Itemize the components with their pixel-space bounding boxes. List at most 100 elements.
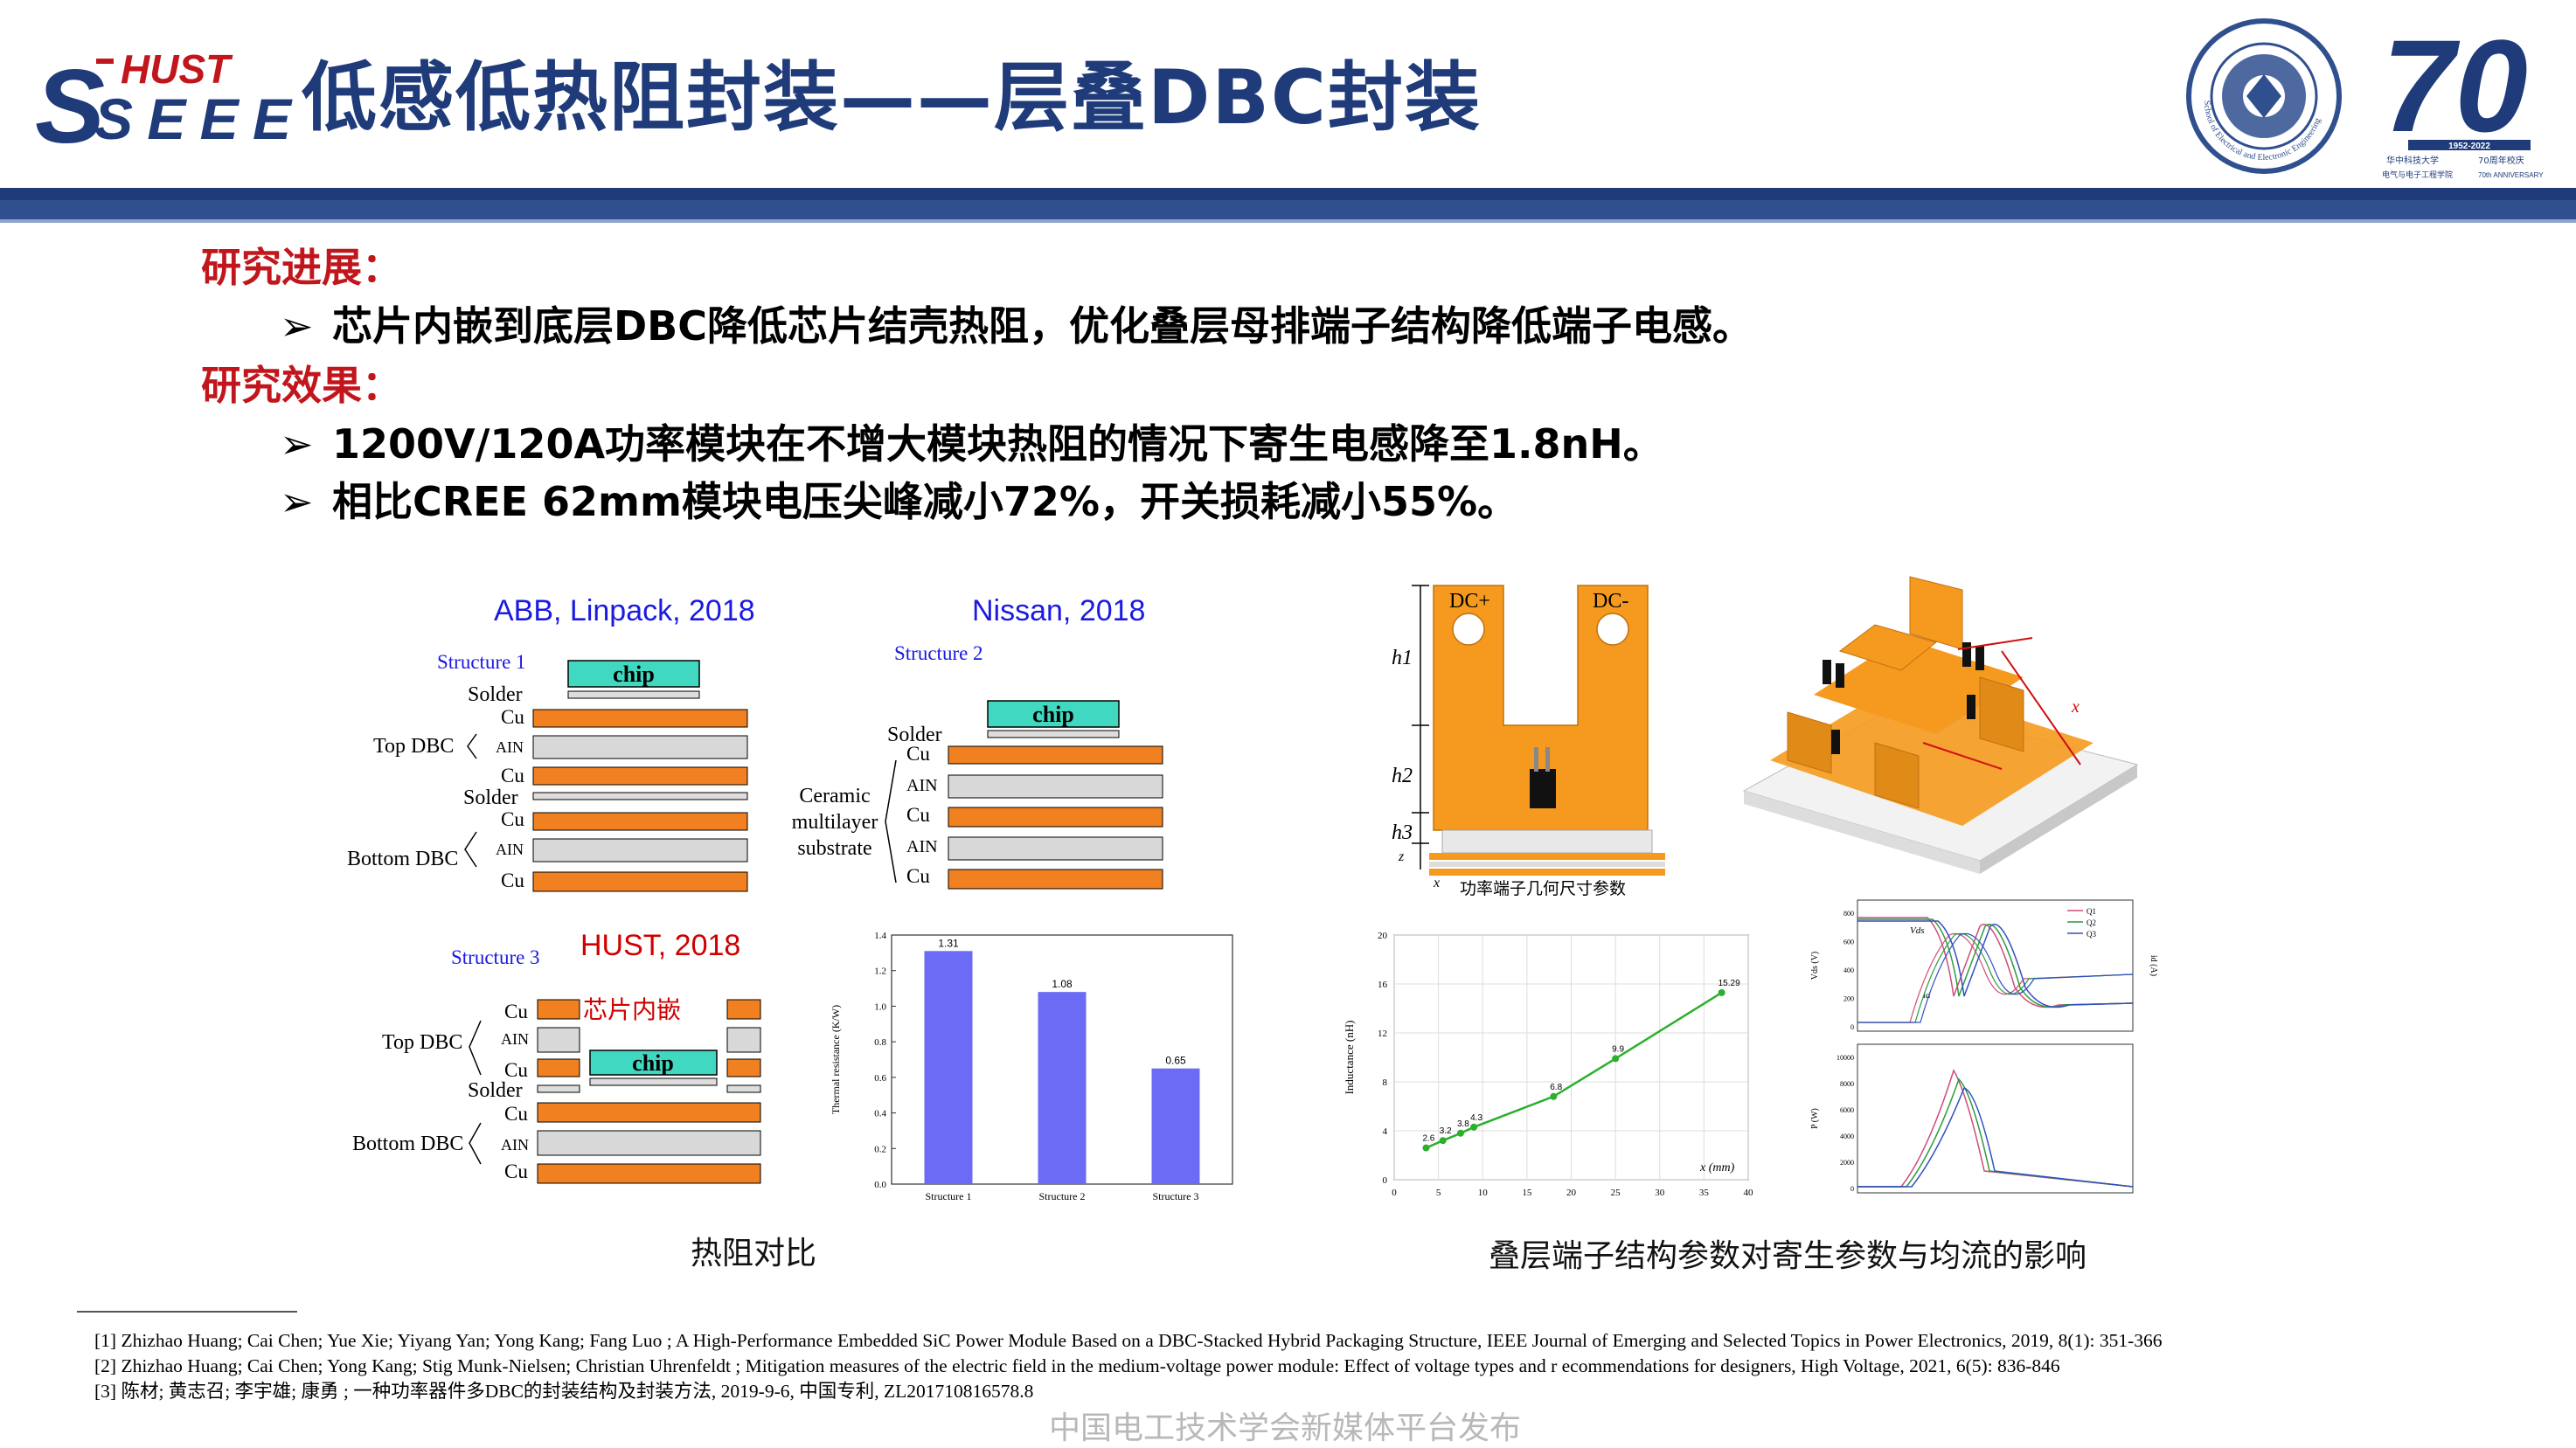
y-tick-label: 4: [1383, 1126, 1388, 1137]
header-band: [0, 188, 2576, 200]
bar-value-label: 1.08: [1052, 978, 1073, 990]
caption-terminal: 叠层端子结构参数对寄生参数与均流的影响: [1489, 1238, 2087, 1274]
svg-text:Solder: Solder: [887, 724, 942, 746]
power-trace: [1857, 1077, 2134, 1188]
y-tick-label: 8: [1383, 1077, 1388, 1088]
y-tick-label: 600: [1843, 939, 1854, 946]
reference-item: [3] 陈材; 黄志召; 李宇雄; 康勇 ; 一种功率器件多DBC的封装结构及封…: [94, 1381, 1034, 1402]
y-tick-label: 0.0: [874, 1180, 886, 1190]
data-point: [1612, 1055, 1620, 1063]
y-tick-label: 1.2: [874, 966, 886, 977]
structure2-diagram: Structure 2 chip Solder Cu AIN Ceramic m…: [792, 642, 1163, 890]
data-label: 3.8: [1457, 1119, 1469, 1129]
bullet-item: ➢ 相比CREE 62mm模块电压尖峰减小72%，开关损耗减小55%。: [280, 478, 1518, 525]
thermal-resistance-chart: 0.0 0.2 0.4 0.6 0.8 1.0 1.2 1.4 Thermal resistan…: [830, 931, 1233, 1202]
data-point: [1439, 1137, 1447, 1145]
anniversary-logo: 70 1952-2022 华中科技大学 70周年校庆 电气与电子工程学院 70t…: [2382, 12, 2557, 184]
header-band: [0, 200, 2576, 219]
terminal-geometry-diagram: DC+ DC- h1 h2 h3 z x 功率端子几何尺寸参数: [1392, 585, 1665, 898]
svg-text:70周年校庆: 70周年校庆: [2478, 155, 2524, 166]
svg-text:芯片内嵌: 芯片内嵌: [583, 995, 681, 1024]
svg-text:S: S: [35, 48, 105, 149]
y-tick-label: 1.0: [874, 1001, 886, 1012]
x-tick-label: 40: [1744, 1188, 1754, 1198]
y-tick-label: 0: [1850, 1185, 1854, 1193]
y-tick-label: 2000: [1840, 1159, 1854, 1167]
svg-text:电气与电子工程学院: 电气与电子工程学院: [2382, 170, 2453, 180]
svg-text:Cu: Cu: [504, 1001, 528, 1022]
legend-label: Q1: [2086, 907, 2096, 916]
y-axis-label: P (W): [1810, 1108, 1820, 1129]
bar: [1038, 992, 1087, 1184]
svg-text:Top DBC: Top DBC: [382, 1031, 462, 1054]
x-tick-label: Structure 3: [1153, 1190, 1199, 1202]
data-point: [1550, 1092, 1558, 1100]
bar-value-label: 0.65: [1165, 1055, 1186, 1067]
y-tick-label: 4000: [1840, 1133, 1854, 1140]
bar-value-label: 1.31: [938, 937, 959, 949]
structure2-source: Nissan, 2018: [972, 594, 1146, 627]
power-trace: [1857, 1087, 2134, 1188]
series-line: [1425, 991, 1723, 1149]
id-trace: [1857, 932, 2134, 1023]
y-tick-label: 800: [1843, 910, 1854, 918]
svg-text:Cu: Cu: [906, 865, 930, 887]
svg-text:Cu: Cu: [501, 808, 524, 830]
svg-text:h3: h3: [1392, 821, 1413, 844]
data-label: 6.8: [1550, 1083, 1562, 1092]
x-tick-label: 0: [1392, 1188, 1397, 1198]
svg-text:x: x: [1433, 876, 1440, 890]
svg-text:Solder: Solder: [463, 786, 518, 809]
svg-text:Cu: Cu: [906, 804, 930, 826]
power-trace: [1857, 1069, 2134, 1188]
svg-text:h2: h2: [1392, 765, 1413, 787]
stacked-module-3d-render: x: [1742, 576, 2139, 874]
svg-text:DC-: DC-: [1593, 590, 1628, 613]
data-label: 15.29: [1718, 979, 1740, 988]
svg-text:70th ANNIVERSARY: 70th ANNIVERSARY: [2478, 171, 2544, 179]
svg-text:AIN: AIN: [906, 776, 938, 795]
reference-divider: [77, 1311, 297, 1313]
inductance-vs-x-chart: 0 5 10 15 20 25 30 35 40 0 4 8 12 16 20 Inductance (nH)…: [1343, 931, 1754, 1198]
svg-text:AIN: AIN: [496, 841, 524, 858]
svg-text:AIN: AIN: [496, 738, 524, 756]
svg-text:AIN: AIN: [501, 1136, 529, 1154]
svg-text:Top DBC: Top DBC: [373, 735, 454, 758]
svg-text:Structure 1: Structure 1: [437, 651, 526, 673]
svg-text:AIN: AIN: [906, 837, 938, 856]
header: [0, 0, 2576, 188]
y-tick-label: 12: [1378, 1029, 1387, 1039]
y-tick-label: 8000: [1840, 1080, 1854, 1088]
x-tick-label: 10: [1478, 1188, 1489, 1198]
y-tick-label: 0.6: [874, 1073, 886, 1084]
y-axis-label: Vds (V): [1810, 952, 1820, 980]
svg-text:功率端子几何尺寸参数: 功率端子几何尺寸参数: [1460, 879, 1626, 898]
bar: [1151, 1068, 1200, 1184]
structure1-diagram: Structure 1 chip Solder Cu Top DBC AIN C…: [347, 651, 748, 892]
svg-text:chip: chip: [632, 1050, 674, 1076]
svg-text:Solder: Solder: [468, 683, 523, 706]
id-trace: [1857, 932, 2134, 1023]
x-tick-label: 20: [1566, 1188, 1577, 1198]
svg-text:Cu: Cu: [504, 1160, 528, 1182]
vds-trace: [1857, 920, 2134, 1008]
x-tick-label: Structure 1: [926, 1190, 972, 1202]
svg-text:multilayer: multilayer: [792, 811, 878, 834]
caption-thermal: 热阻对比: [691, 1236, 817, 1271]
reference-item: [2] Zhizhao Huang; Cai Chen; Yong Kang; …: [94, 1355, 2060, 1376]
svg-text:h1: h1: [1392, 647, 1413, 669]
legend-label: Q2: [2086, 918, 2096, 927]
svg-text:华中科技大学: 华中科技大学: [2386, 155, 2439, 166]
y-tick-label: 0: [1383, 1175, 1388, 1186]
y-tick-label: 0: [1850, 1023, 1854, 1031]
vds-label: Vds: [1910, 925, 1925, 936]
reference-item: [1] Zhizhao Huang; Cai Chen; Yue Xie; Yi…: [94, 1330, 2163, 1351]
reference-list: [1] Zhizhao Huang; Cai Chen; Yue Xie; Yi…: [94, 1328, 2350, 1404]
svg-text:Cu: Cu: [504, 1059, 528, 1081]
y-tick-label: 10000: [1837, 1054, 1854, 1062]
id-trace: [1857, 932, 2134, 1023]
y-tick-label: 0.4: [874, 1109, 886, 1119]
y-axis-label: Inductance (nH): [1343, 1021, 1356, 1095]
svg-text:chip: chip: [1032, 702, 1074, 727]
school-emblem: School of Electrical and Electronic Engi…: [2185, 17, 2343, 175]
